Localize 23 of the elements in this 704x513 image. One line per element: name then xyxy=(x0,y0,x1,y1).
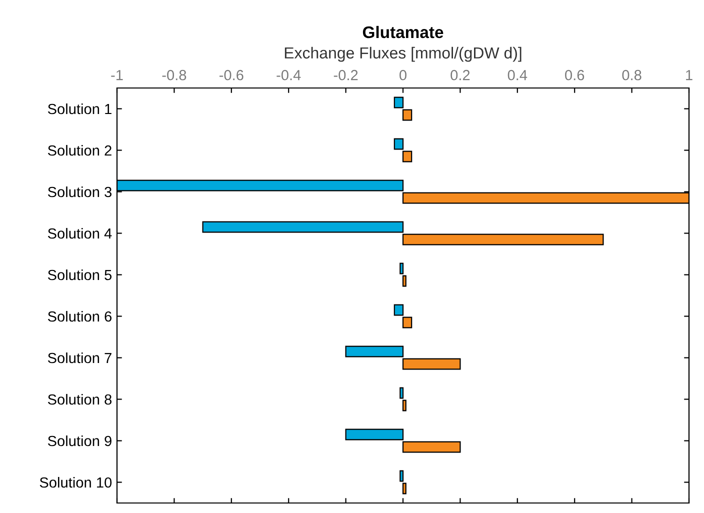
y-tick-label: Solution 1 xyxy=(48,103,112,114)
y-tick-label: Solution 6 xyxy=(48,310,112,322)
x-tick-label: -0.2 xyxy=(334,70,358,80)
x-tick-label: 0.6 xyxy=(565,70,584,80)
x-tick-label: 0.2 xyxy=(450,70,470,80)
y-tick-label: Solution 4 xyxy=(48,228,112,239)
x-tick-label: 0.4 xyxy=(508,70,528,80)
y-tick-label: Solution 5 xyxy=(48,269,112,280)
y-tick-label: Solution 2 xyxy=(48,144,112,156)
x-axis-title: Exchange Fluxes [mmol/(gDW d)] xyxy=(284,46,522,62)
x-tick-label: -0.8 xyxy=(162,70,186,80)
y-tick-label: Solution 9 xyxy=(48,435,112,446)
y-tick-label: Solution 3 xyxy=(48,186,112,198)
y-tick-label: Solution 7 xyxy=(48,352,112,364)
x-tick-label: 1 xyxy=(686,70,692,80)
y-tick-label: Solution 10 xyxy=(40,476,112,488)
x-tick-label: -0.4 xyxy=(276,70,301,80)
x-tick-label: 0 xyxy=(400,70,406,80)
y-tick-label: Solution 8 xyxy=(48,394,112,405)
x-tick-label: -1 xyxy=(111,70,123,80)
x-tick-label: 0.8 xyxy=(622,70,642,80)
chart-title: Glutamate xyxy=(362,26,444,38)
x-tick-label: -0.6 xyxy=(219,70,244,80)
